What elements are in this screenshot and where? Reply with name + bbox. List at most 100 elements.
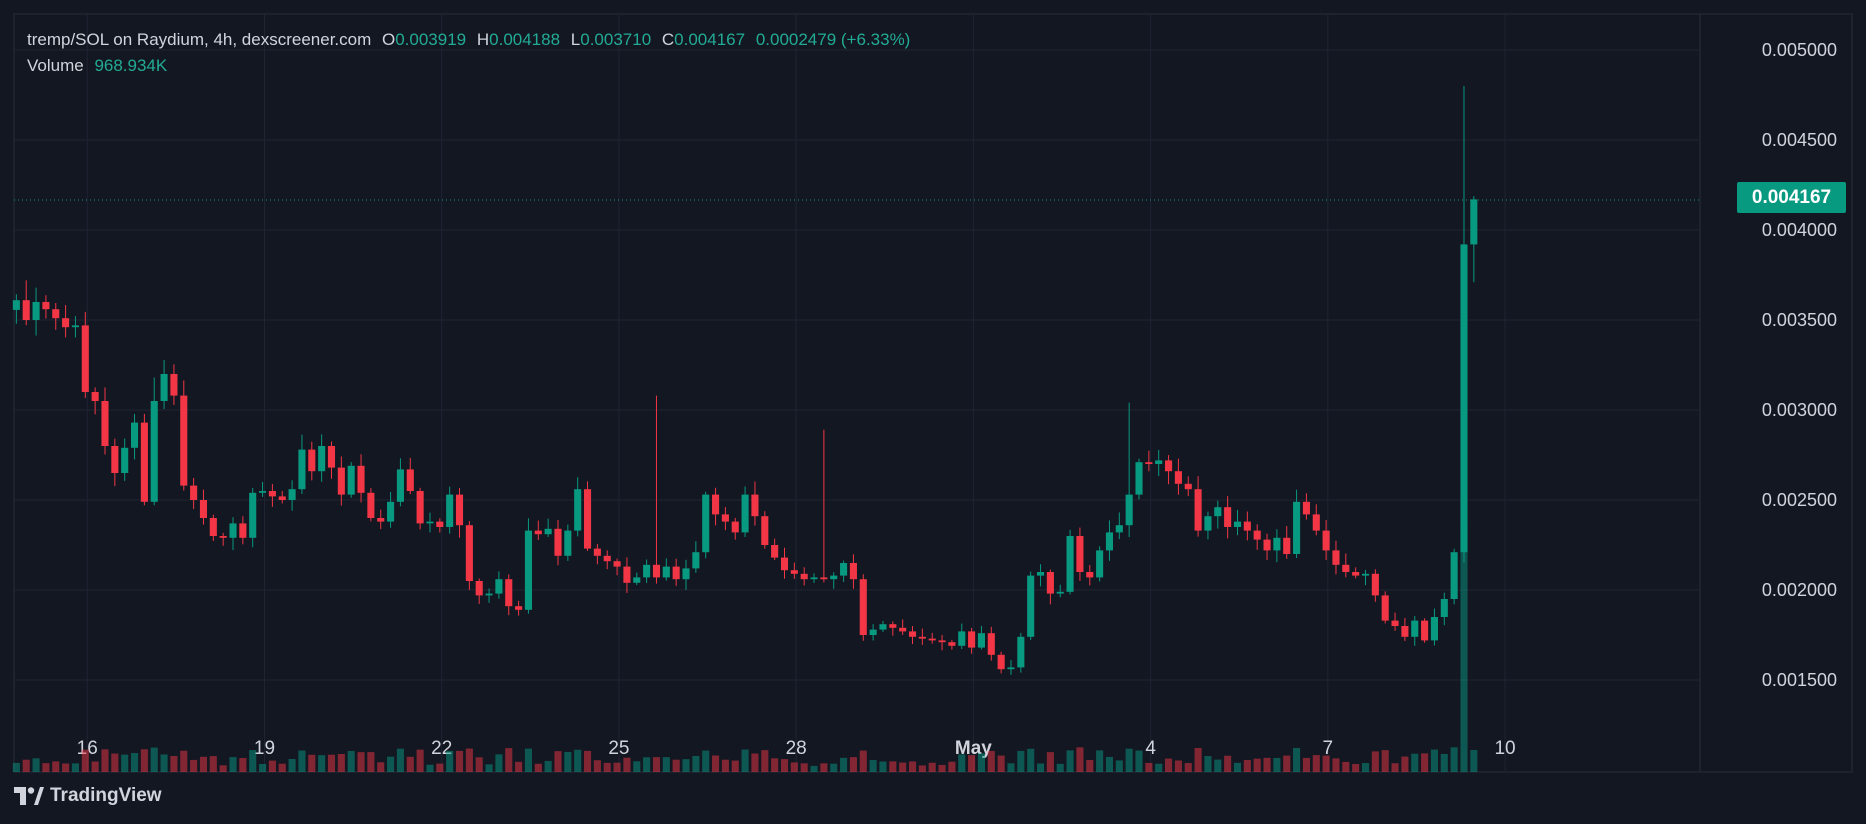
volume-bar — [259, 763, 267, 772]
candle-body — [1135, 462, 1143, 495]
candle-body — [633, 577, 641, 583]
volume-bar — [357, 752, 365, 772]
volume-bar — [1470, 750, 1478, 772]
candle-body — [1421, 620, 1429, 641]
candle-body — [1440, 599, 1448, 617]
candle-body — [1342, 564, 1350, 572]
volume-bar — [298, 750, 306, 772]
tradingview-logo-icon — [14, 787, 44, 805]
candle-body — [367, 492, 375, 518]
candle-body — [1066, 536, 1074, 592]
volume-bar — [446, 750, 454, 772]
y-tick-label: 0.002500 — [1762, 490, 1837, 510]
candle-body — [524, 530, 532, 610]
volume-bar — [613, 762, 621, 772]
candle-body — [81, 325, 89, 392]
volume-bar — [1293, 747, 1301, 772]
volume-label[interactable]: Volume — [27, 56, 84, 75]
volume-bar — [1125, 748, 1133, 772]
candle-body — [908, 631, 917, 637]
volume-bar — [396, 748, 404, 772]
volume-bar — [712, 755, 720, 772]
candle-body — [840, 563, 848, 576]
volume-bar — [308, 754, 316, 772]
candle-body — [1145, 462, 1153, 464]
candle-body — [199, 500, 208, 518]
candle-body — [1332, 550, 1340, 565]
volume-bar — [1421, 753, 1429, 772]
candle-body — [278, 496, 286, 500]
volume-bar — [780, 759, 789, 772]
volume-bar — [830, 763, 838, 772]
volume-bar — [721, 759, 729, 772]
low-value: 0.003710 — [580, 30, 652, 49]
x-tick-label: 7 — [1323, 738, 1334, 759]
candle-body — [357, 465, 365, 493]
candle-body — [889, 624, 897, 628]
candle-body — [12, 300, 20, 310]
volume-bar — [1263, 757, 1271, 772]
candle-body — [436, 521, 444, 527]
volume-bar — [1007, 763, 1015, 772]
candle-body — [308, 449, 316, 472]
candle-body — [298, 449, 306, 490]
volume-bar — [1273, 757, 1281, 772]
symbol-title[interactable]: tremp/SOL on Raydium, 4h, dexscreener.co… — [27, 30, 372, 49]
volume-bar — [219, 765, 227, 772]
volume-bar — [62, 763, 70, 772]
candle-body — [997, 654, 1005, 670]
volume-bar — [209, 756, 217, 772]
candle-body — [180, 395, 188, 486]
candle-body — [544, 528, 552, 535]
volume-bar — [790, 762, 798, 772]
volume-bar — [377, 762, 385, 772]
candle-body — [1224, 507, 1232, 527]
candle-body — [899, 627, 907, 632]
volume-bar — [544, 760, 552, 772]
candle-body — [121, 447, 129, 473]
candle-body — [1174, 471, 1182, 484]
candle-body — [741, 494, 749, 533]
volume-bar — [662, 757, 670, 772]
volume-bar — [91, 761, 99, 772]
candle-body — [613, 561, 621, 567]
candle-body — [1243, 521, 1251, 531]
candle-body — [1056, 591, 1064, 594]
candle-body — [229, 523, 237, 538]
candle-body — [928, 638, 936, 641]
candle-body — [396, 469, 404, 502]
volume-bar — [633, 761, 641, 772]
volume-bar — [879, 761, 887, 772]
candle-body — [1027, 575, 1035, 637]
candle-body — [249, 492, 257, 538]
candle-body — [1411, 620, 1419, 637]
volume-bar — [771, 758, 779, 772]
volume-bar — [1352, 764, 1360, 772]
last-price-tag: 0.004167 — [1737, 182, 1846, 213]
volume-bar — [465, 748, 473, 772]
candle-body — [42, 302, 50, 310]
volume-bar — [1155, 763, 1163, 772]
volume-bar — [485, 764, 493, 772]
candle-body — [71, 325, 79, 328]
y-tick-label: 0.004500 — [1762, 130, 1837, 150]
candle-body — [1007, 667, 1015, 670]
volume-bar — [574, 749, 582, 772]
volume-bar — [908, 761, 917, 772]
volume-bar — [170, 756, 178, 772]
tradingview-brand[interactable]: TradingView — [14, 785, 162, 807]
volume-bar — [249, 750, 257, 772]
candle-body — [1470, 199, 1478, 245]
volume-row: Volume 968.934K — [27, 53, 910, 79]
volume-bar — [1460, 522, 1468, 772]
candle-body — [495, 579, 503, 594]
volume-bar — [692, 755, 700, 772]
volume-bar — [367, 752, 375, 772]
candle-body — [515, 606, 523, 610]
open-key: O — [381, 30, 396, 49]
volume-bar — [1430, 749, 1438, 772]
candle-body — [869, 629, 877, 635]
volume-bar — [229, 757, 237, 772]
volume-bar — [1332, 758, 1340, 772]
